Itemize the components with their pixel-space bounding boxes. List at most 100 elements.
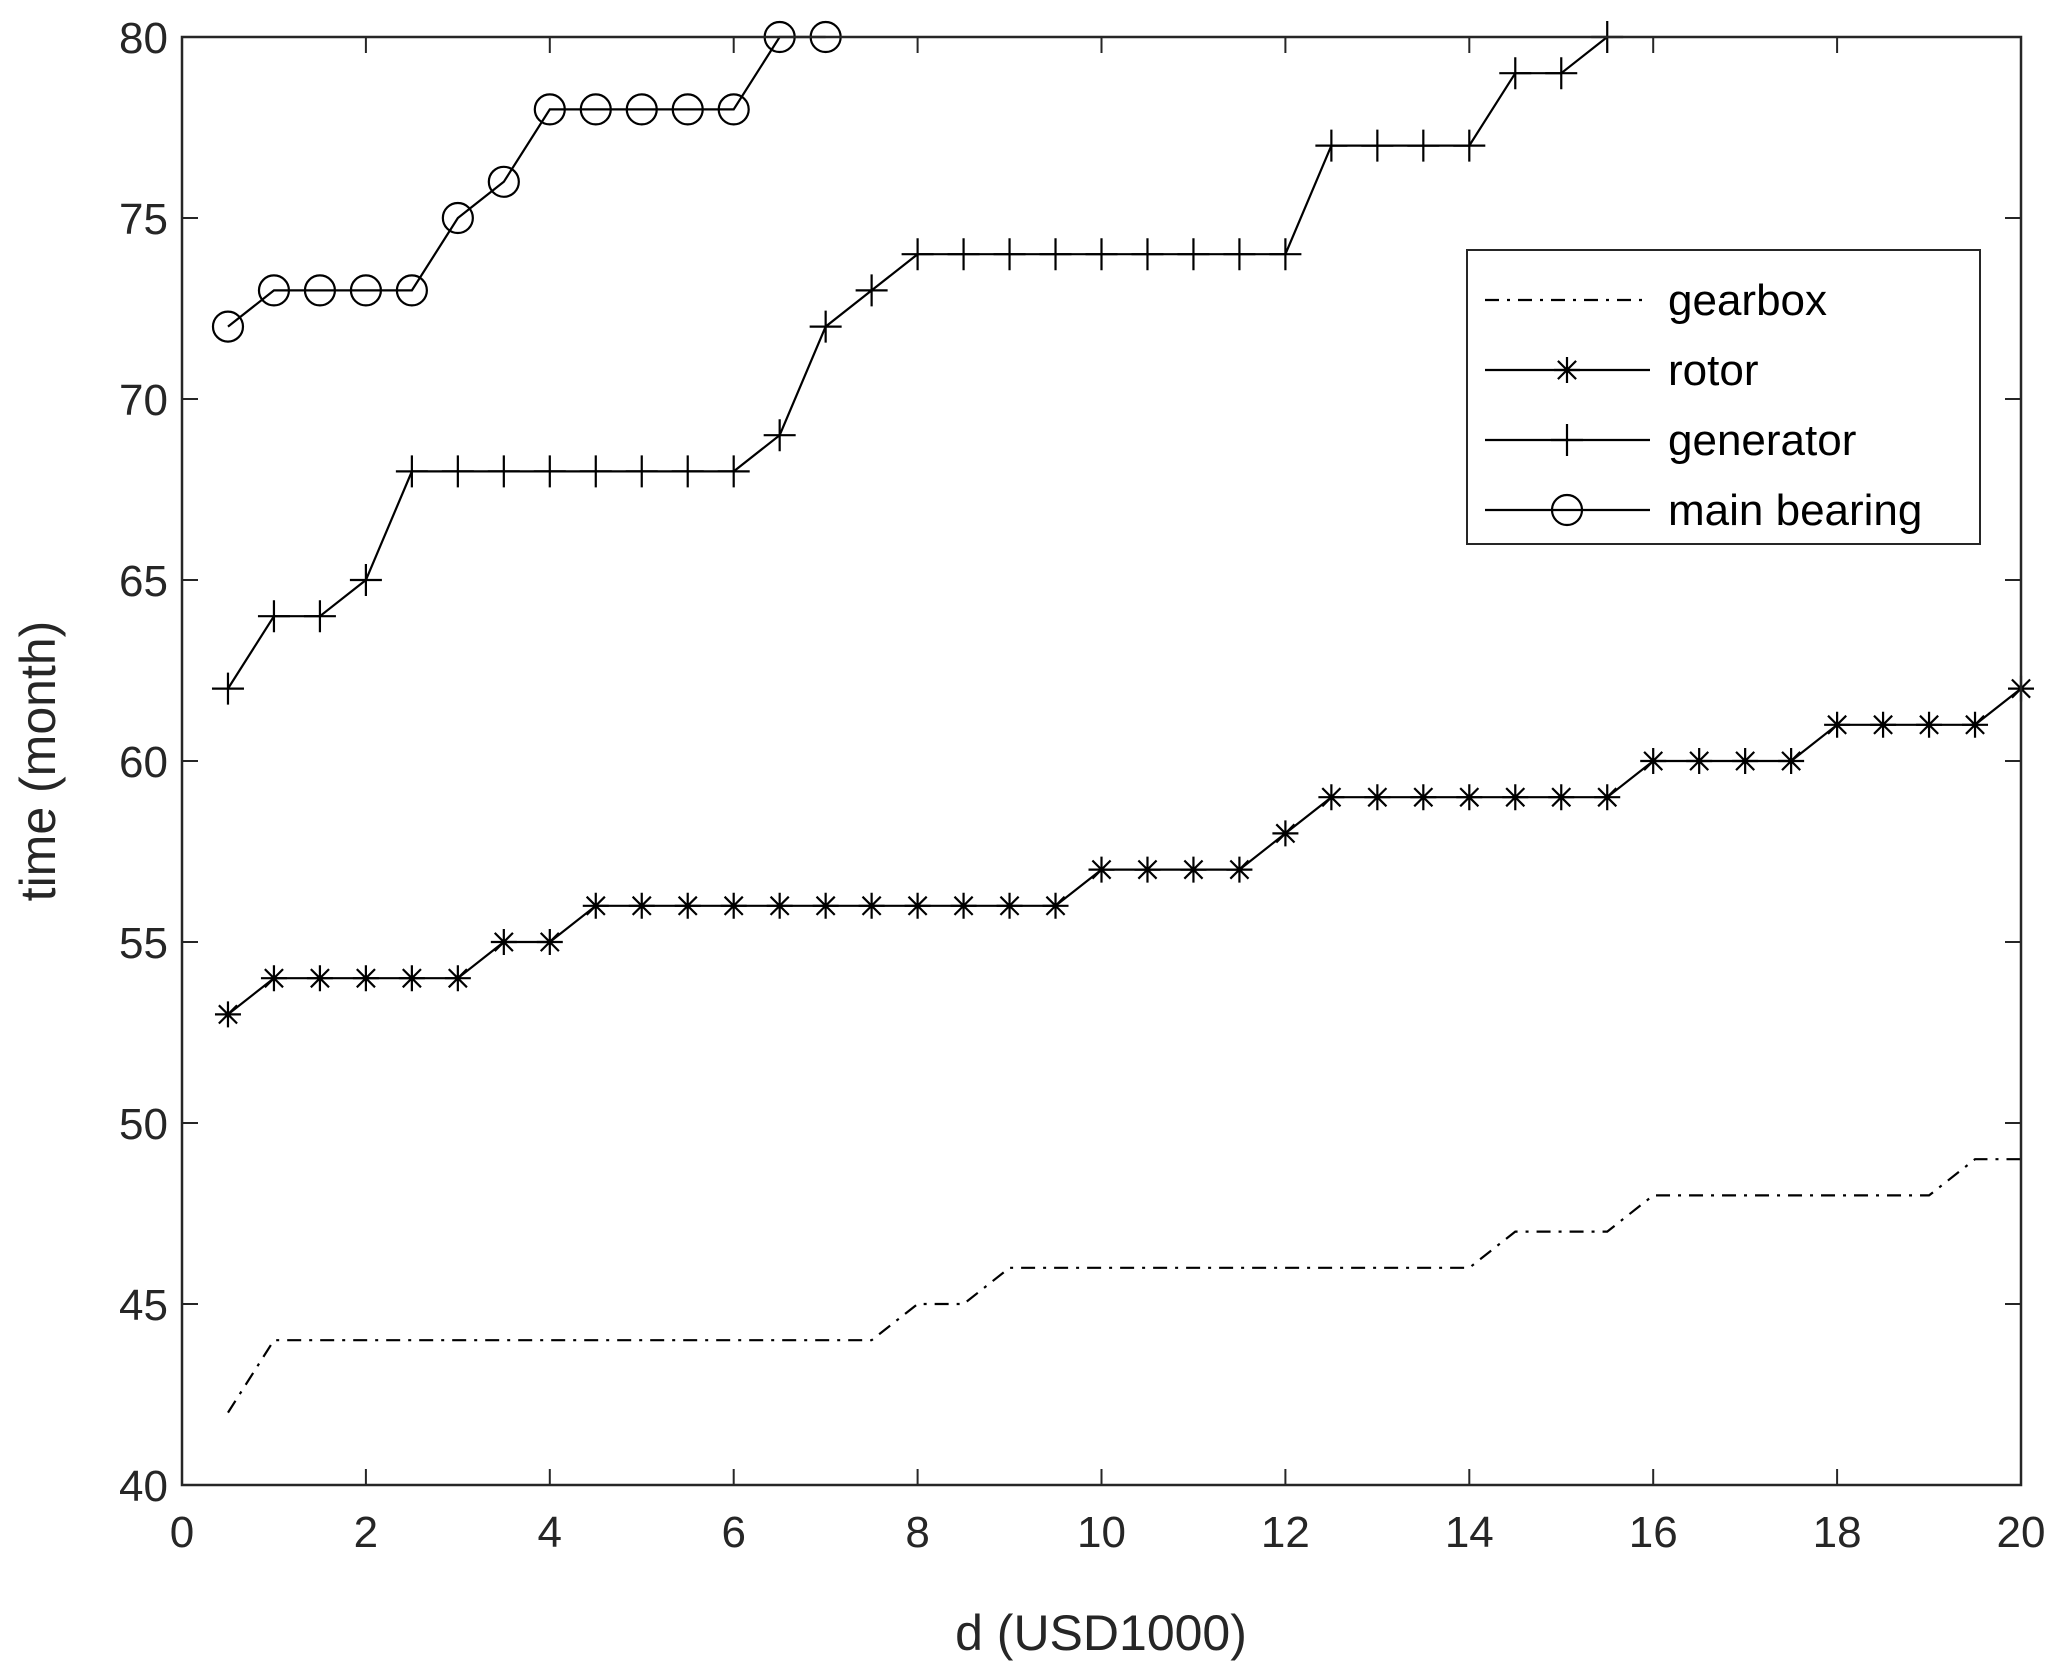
data-point-rotor — [1916, 711, 1943, 738]
data-point-rotor — [858, 892, 885, 919]
plus-marker-shape — [1223, 238, 1256, 271]
data-point-main-bearing — [625, 93, 658, 126]
asterisk-marker-shape — [490, 929, 517, 955]
data-point-generator — [1039, 238, 1072, 271]
asterisk-marker-shape — [1180, 856, 1207, 883]
data-point-rotor — [904, 892, 931, 919]
asterisk-marker-shape — [720, 892, 747, 919]
data-point-rotor — [1318, 784, 1345, 811]
asterisk-marker-shape — [1824, 711, 1851, 738]
plus-marker-shape — [1131, 238, 1164, 271]
plus-marker-shape — [1269, 238, 1302, 271]
legend: gearbox rotor generator main bearing — [1466, 249, 1981, 545]
data-point-generator — [1315, 129, 1348, 162]
circle-marker-shape — [579, 93, 612, 126]
plus-marker-shape — [487, 455, 520, 488]
plus-marker-shape — [1545, 57, 1578, 90]
x-tick-label: 16 — [1629, 1508, 1678, 1557]
x-tick-label: 4 — [538, 1508, 562, 1557]
data-point-rotor — [398, 965, 425, 992]
legend-marker-rotor — [1554, 357, 1580, 383]
y-tick-label: 45 — [119, 1281, 168, 1330]
data-point-rotor — [1778, 748, 1805, 774]
data-point-rotor — [766, 892, 793, 919]
data-point-generator — [625, 455, 658, 488]
y-axis-label: time (month) — [10, 621, 66, 902]
asterisk-marker-shape — [1594, 784, 1621, 811]
circle-marker-shape — [211, 310, 245, 343]
circle-marker-shape — [487, 165, 520, 198]
y-tick-label: 70 — [119, 376, 168, 425]
data-point-main-bearing — [211, 310, 245, 343]
asterisk-marker-shape — [1554, 357, 1580, 383]
data-point-generator — [1269, 238, 1302, 271]
y-tick-label: 80 — [119, 14, 168, 63]
data-point-main-bearing — [533, 93, 566, 126]
asterisk-marker-shape — [674, 892, 701, 919]
asterisk-marker-shape — [1502, 784, 1529, 811]
plus-marker-shape — [211, 672, 244, 705]
data-point-rotor — [1502, 784, 1529, 811]
data-point-rotor — [352, 965, 379, 992]
asterisk-marker-shape — [1870, 711, 1897, 738]
asterisk-marker-shape — [1456, 784, 1483, 811]
data-point-generator — [441, 455, 474, 488]
asterisk-marker-shape — [1962, 711, 1989, 738]
data-point-rotor — [1042, 892, 1069, 919]
data-point-main-bearing — [717, 93, 750, 126]
data-point-generator — [211, 672, 244, 705]
circle-marker-shape — [625, 93, 658, 126]
plus-marker-shape — [1407, 129, 1440, 162]
data-point-generator — [1131, 238, 1164, 271]
data-point-main-bearing — [671, 93, 704, 126]
asterisk-marker-shape — [536, 929, 563, 955]
data-point-generator — [1085, 238, 1118, 271]
plus-marker-shape — [671, 455, 704, 488]
data-point-rotor — [1364, 784, 1391, 811]
data-point-rotor — [1180, 856, 1207, 883]
plus-marker-shape — [1361, 129, 1394, 162]
data-point-generator — [1407, 129, 1440, 162]
plus-marker-shape — [1085, 238, 1118, 271]
data-point-rotor — [674, 892, 701, 919]
asterisk-marker-shape — [1042, 892, 1069, 919]
x-axis-label: d (USD1000) — [955, 1605, 1247, 1661]
asterisk-marker-shape — [398, 965, 425, 992]
data-point-generator — [763, 419, 796, 452]
data-point-rotor — [536, 929, 563, 955]
data-point-rotor — [1870, 711, 1897, 738]
plus-marker-shape — [1315, 129, 1348, 162]
circle-marker-shape — [441, 201, 474, 235]
data-point-rotor — [1824, 711, 1851, 738]
data-point-generator — [1223, 238, 1256, 271]
data-point-generator — [303, 600, 336, 633]
data-point-generator — [1499, 57, 1532, 90]
asterisk-marker-shape — [352, 965, 379, 992]
plus-marker-shape — [533, 455, 566, 488]
data-point-rotor — [950, 892, 977, 919]
data-point-generator — [533, 455, 566, 488]
asterisk-marker-shape — [1732, 748, 1759, 774]
data-point-rotor — [1548, 784, 1575, 811]
x-tick-label: 2 — [354, 1508, 378, 1557]
data-point-rotor — [490, 929, 517, 955]
plus-marker-shape — [1453, 129, 1486, 162]
y-tick-label: 50 — [119, 1100, 168, 1149]
asterisk-marker-shape — [1410, 784, 1437, 811]
data-point-rotor — [260, 965, 287, 992]
data-point-rotor — [1686, 748, 1713, 774]
data-point-main-bearing — [257, 274, 291, 307]
data-point-generator — [349, 564, 382, 596]
asterisk-marker-shape — [1364, 784, 1391, 811]
data-point-generator — [487, 455, 520, 488]
plus-marker-shape — [303, 600, 336, 633]
data-point-rotor — [444, 965, 471, 992]
series-line-generator — [227, 36, 1608, 690]
data-point-main-bearing — [487, 165, 520, 198]
y-tick-label: 55 — [119, 919, 168, 968]
asterisk-marker-shape — [582, 892, 609, 919]
plus-marker-shape — [1499, 57, 1532, 90]
x-tick-label: 8 — [905, 1508, 929, 1557]
plus-marker-shape — [441, 455, 474, 488]
